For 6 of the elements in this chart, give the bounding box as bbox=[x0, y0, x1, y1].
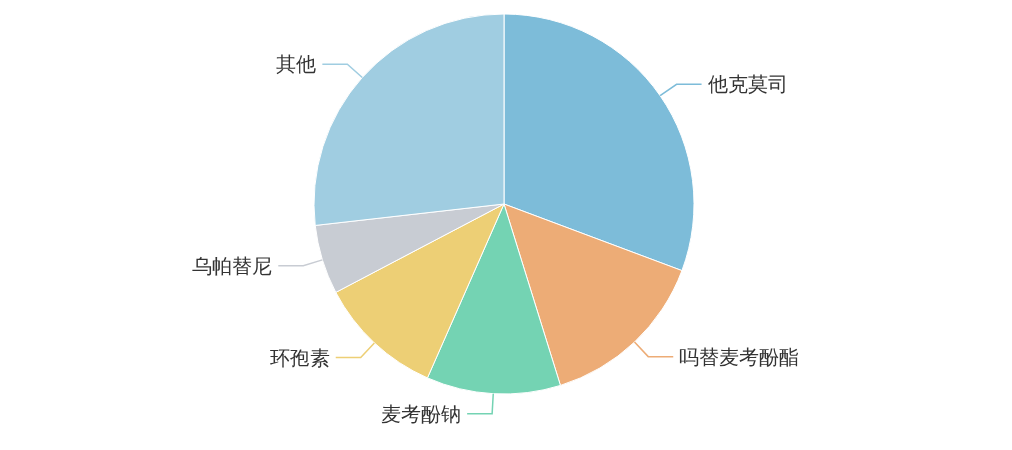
slice-label: 吗替麦考酚酯 bbox=[679, 344, 800, 369]
slice-label: 麦考酚钠 bbox=[381, 401, 462, 426]
slice-label: 其他 bbox=[276, 52, 317, 77]
slice-label: 他克莫司 bbox=[707, 72, 788, 97]
slice-label: 乌帕替尼 bbox=[192, 253, 273, 278]
slice-label: 环孢素 bbox=[269, 345, 330, 370]
